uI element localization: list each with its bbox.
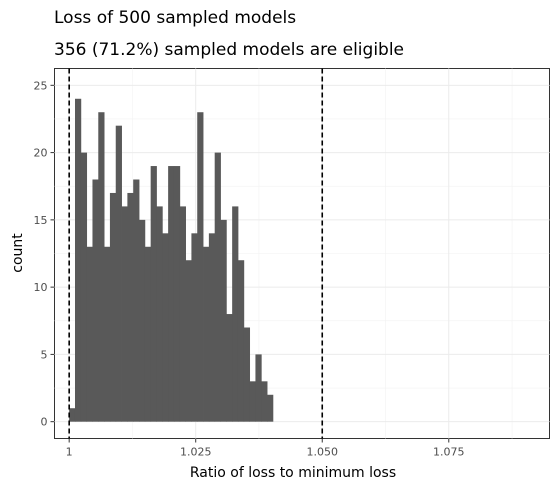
histogram-bar [80, 152, 88, 422]
histogram-bar [214, 152, 221, 422]
y-axis-ticks: 0 5 10 15 20 25 [34, 79, 55, 429]
histogram-bar [104, 246, 111, 422]
histogram-bars [69, 98, 274, 422]
histogram-bar [98, 112, 105, 422]
histogram-bar [249, 381, 256, 422]
histogram-bar [150, 166, 157, 422]
histogram-bar [109, 192, 117, 422]
y-axis-label: count [10, 233, 26, 273]
x-tick-label: 1.050 [306, 446, 338, 459]
histogram-bar [267, 394, 274, 422]
histogram-bar [92, 179, 99, 422]
y-tick-label: 10 [34, 281, 48, 294]
histogram-bar [203, 246, 210, 422]
x-axis-ticks: 1 1.025 1.050 1.075 [66, 438, 465, 459]
histogram-bar [86, 246, 93, 422]
histogram-bar [173, 166, 181, 422]
histogram-bar [208, 233, 216, 422]
histogram-bar [69, 408, 76, 422]
histogram-bar [255, 354, 262, 422]
chart-title: Loss of 500 sampled models [54, 8, 297, 28]
histogram-bar [115, 125, 122, 422]
histogram-bar [226, 314, 233, 422]
histogram-bar [232, 206, 239, 422]
x-axis-label: Ratio of loss to minimum loss [190, 465, 396, 481]
histogram-bar [162, 233, 169, 422]
histogram-bar [220, 219, 227, 422]
histogram-bar [139, 219, 146, 422]
y-tick-label: 15 [34, 214, 48, 227]
histogram-bar [243, 327, 251, 422]
histogram-bar [168, 166, 175, 422]
histogram-bar [74, 98, 82, 422]
histogram-bar [127, 192, 134, 422]
y-tick-label: 25 [34, 79, 48, 92]
x-tick-label: 1.075 [433, 446, 465, 459]
y-tick-label: 5 [41, 348, 48, 361]
histogram-bar [191, 233, 198, 422]
histogram-bar [156, 206, 163, 422]
histogram-bar [185, 260, 192, 422]
histogram-bar [121, 206, 128, 422]
y-tick-label: 20 [34, 147, 48, 160]
x-tick-label: 1.025 [180, 446, 212, 459]
histogram-bar [237, 260, 245, 422]
histogram-bar [179, 206, 186, 422]
reference-lines [68, 68, 324, 439]
histogram-bar [144, 246, 152, 422]
histogram-bar [261, 381, 268, 422]
histogram-bar [197, 112, 204, 422]
histogram-bar [133, 179, 140, 422]
chart-subtitle: 356 (71.2%) sampled models are eligible [54, 40, 405, 60]
y-tick-label: 0 [41, 416, 48, 429]
x-tick-label: 1 [66, 446, 73, 459]
